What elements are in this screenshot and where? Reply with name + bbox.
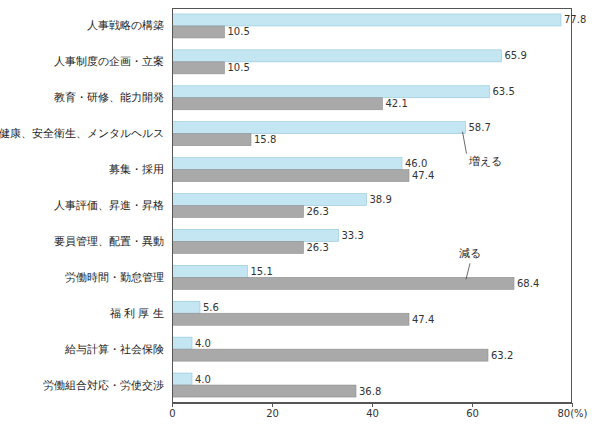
category-label: 労働時間・勤怠管理 xyxy=(65,271,164,284)
tick-mark xyxy=(372,403,373,407)
data-label: 58.7 xyxy=(469,122,491,133)
axis-line xyxy=(172,9,173,404)
category-label: 人事制度の企画・立案 xyxy=(54,55,164,68)
bar xyxy=(172,229,339,241)
category-label: 福 利 厚 生 xyxy=(110,307,165,320)
bar xyxy=(172,50,502,62)
tick: 労働組合対応・労使交渉 xyxy=(43,379,172,392)
annotation-leader xyxy=(466,263,470,279)
data-label: 63.5 xyxy=(493,86,515,97)
tick: 人事評価、昇進・昇格 xyxy=(54,199,172,212)
tick-label: 40 xyxy=(366,408,379,419)
bar xyxy=(172,373,192,385)
data-label: 47.4 xyxy=(412,314,434,325)
bar xyxy=(172,194,367,206)
data-label: 47.4 xyxy=(412,170,434,181)
category-label: 募集・採用 xyxy=(109,163,164,176)
chart: 77.8 65.9 63.5 58.7 46.0 38.9 33.3 15.1 5.6 4.0 4.… xyxy=(0,0,613,430)
annotations: 増える減る xyxy=(459,132,502,280)
tick-label: 80(%) xyxy=(557,408,587,419)
bar xyxy=(172,337,192,349)
data-label: 15.1 xyxy=(251,266,273,277)
bar xyxy=(172,241,304,253)
bar xyxy=(172,385,356,397)
tick: 20 xyxy=(266,403,279,419)
data-label: 4.0 xyxy=(195,338,211,349)
data-label: 26.3 xyxy=(307,242,329,253)
annotation-leader xyxy=(463,132,467,154)
bars xyxy=(172,14,561,397)
tick-mark xyxy=(172,403,173,407)
tick: 給与計算・社会保険 xyxy=(64,343,172,356)
data-label: 38.9 xyxy=(370,194,392,205)
data-label: 65.9 xyxy=(505,50,527,61)
plot-frame xyxy=(173,9,572,403)
x-axis: 0 20 40 60 80(%) xyxy=(169,403,587,419)
bar xyxy=(172,349,488,361)
tick: 福 利 厚 生 xyxy=(110,307,173,320)
data-label: 33.3 xyxy=(342,230,364,241)
series-annotation: 減る xyxy=(459,247,481,260)
y-axis: 人事戦略の構築人事制度の企画・立案教育・研修、能力開発健康、安全衛生、メンタルヘ… xyxy=(0,9,173,404)
data-labels: 77.8 65.9 63.5 58.7 46.0 38.9 33.3 15.1 5.6 4.0 4.… xyxy=(195,14,586,396)
data-label: 5.6 xyxy=(203,302,219,313)
tick: 募集・採用 xyxy=(109,163,172,176)
data-label: 77.8 xyxy=(564,14,586,25)
data-label: 10.5 xyxy=(228,62,250,73)
data-label: 26.3 xyxy=(307,206,329,217)
tick: 人事戦略の構築 xyxy=(87,19,172,32)
data-label: 42.1 xyxy=(386,98,408,109)
bar xyxy=(172,98,383,110)
category-label: 労働組合対応・労使交渉 xyxy=(43,379,164,392)
tick-label: 20 xyxy=(266,408,279,419)
tick-label: 60 xyxy=(466,408,479,419)
bar xyxy=(172,158,402,170)
bar xyxy=(172,62,225,74)
series-annotation: 増える xyxy=(468,155,502,168)
data-label: 36.8 xyxy=(359,386,381,397)
bar xyxy=(172,170,409,182)
category-label: 教育・研修、能力開発 xyxy=(54,91,164,104)
bar xyxy=(172,277,514,289)
tick: 教育・研修、能力開発 xyxy=(54,91,172,104)
data-label: 63.2 xyxy=(491,350,513,361)
tick: 要員管理、配置・異動 xyxy=(54,235,172,248)
data-label: 10.5 xyxy=(228,26,250,37)
bar xyxy=(172,26,225,38)
tick: 労働時間・勤怠管理 xyxy=(65,271,172,284)
bar xyxy=(172,86,490,98)
tick-mark xyxy=(272,403,273,407)
tick-label: 0 xyxy=(169,408,175,419)
bar xyxy=(172,301,200,313)
bar xyxy=(172,313,409,325)
tick-mark xyxy=(472,403,473,407)
category-label: 人事戦略の構築 xyxy=(87,19,164,32)
bar xyxy=(172,134,251,146)
bar xyxy=(172,206,304,218)
tick: 40 xyxy=(366,403,379,419)
data-label: 68.4 xyxy=(517,278,539,289)
tick-mark xyxy=(572,403,573,407)
category-label: 健康、安全衛生、メンタルヘルス xyxy=(0,127,164,140)
bar xyxy=(172,122,466,134)
data-label: 46.0 xyxy=(405,158,427,169)
bar xyxy=(172,14,561,26)
data-label: 15.8 xyxy=(254,134,276,145)
category-label: 要員管理、配置・異動 xyxy=(54,235,164,248)
bar xyxy=(172,265,248,277)
tick: 60 xyxy=(466,403,479,419)
data-label: 4.0 xyxy=(195,374,211,385)
tick: 健康、安全衛生、メンタルヘルス xyxy=(0,127,172,140)
tick: 人事制度の企画・立案 xyxy=(54,55,172,68)
category-label: 給与計算・社会保険 xyxy=(64,343,164,356)
tick: 80(%) xyxy=(557,403,587,419)
tick: 0 xyxy=(169,403,175,419)
category-label: 人事評価、昇進・昇格 xyxy=(54,199,164,212)
